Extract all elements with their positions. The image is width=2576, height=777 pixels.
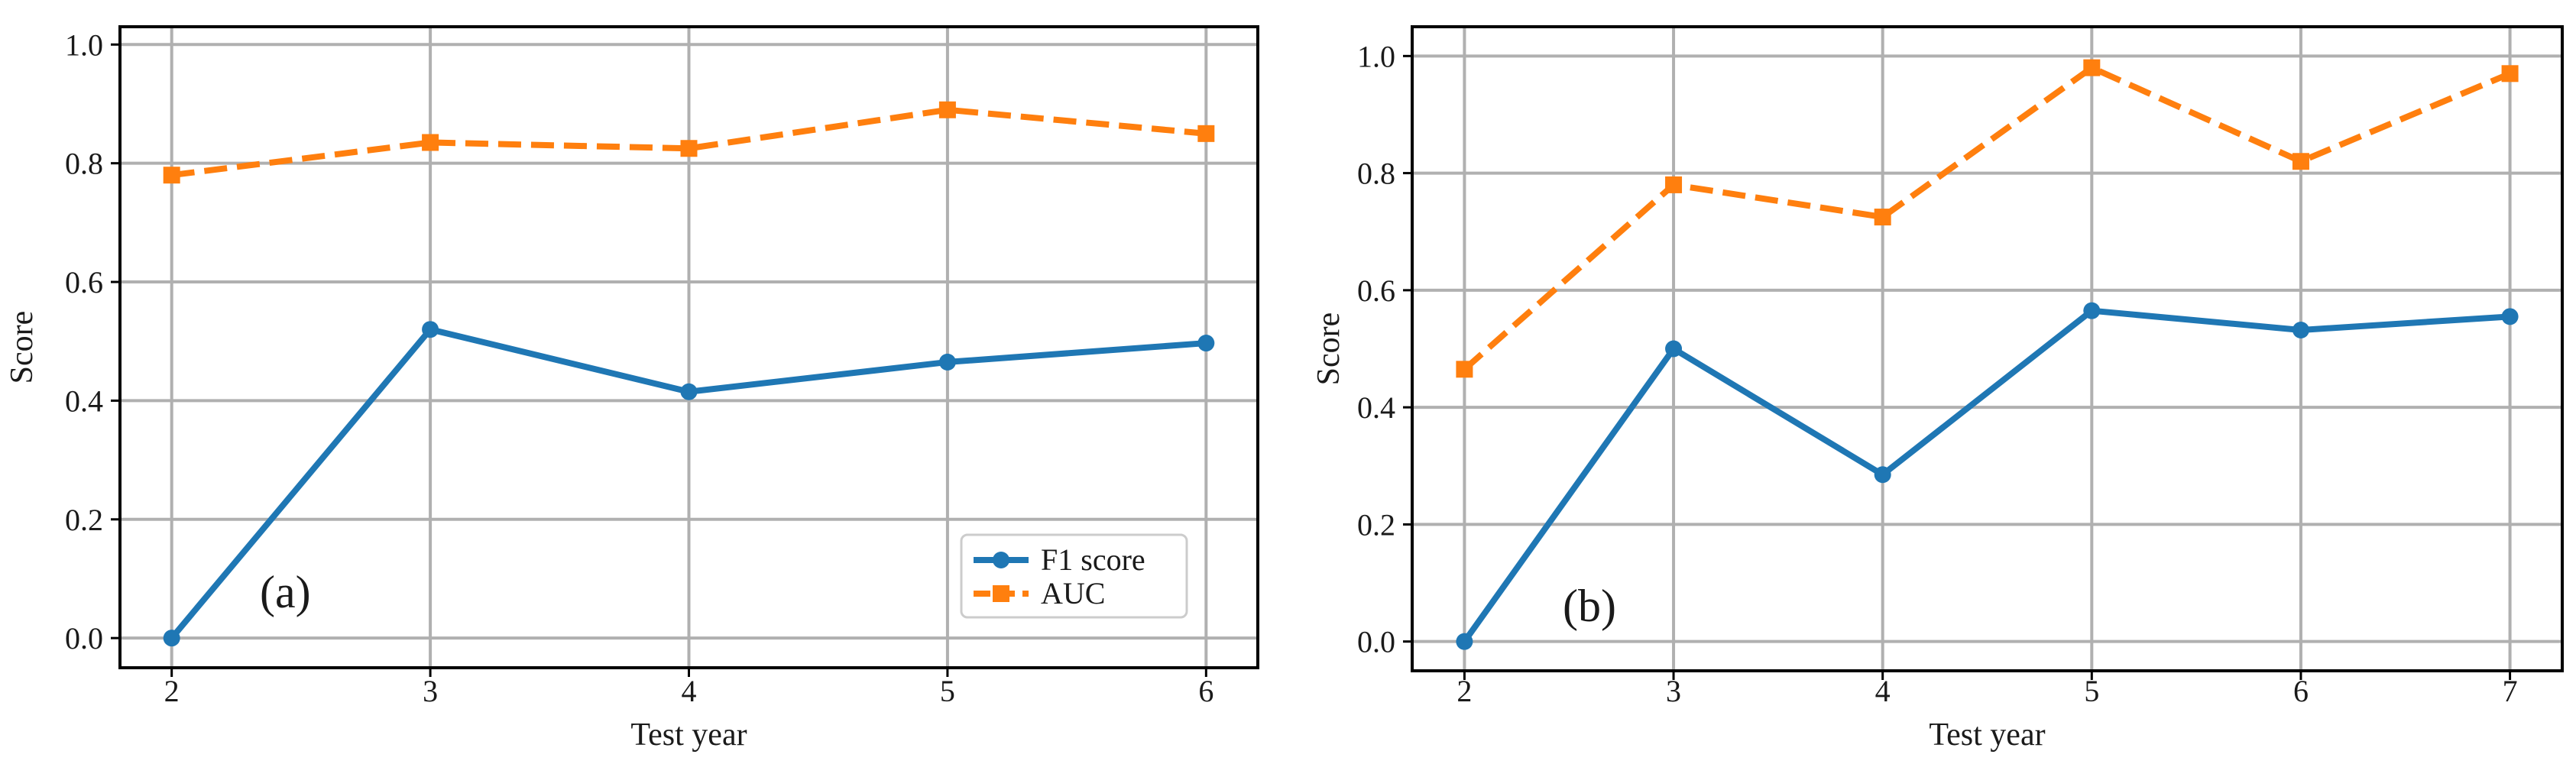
panel-a-point-auc-5: [938, 101, 956, 118]
panel-b-xtick-label: 3: [1666, 674, 1681, 708]
panel-a-xtick-label: 3: [423, 674, 438, 708]
panel-b-point-f1-5: [2083, 302, 2101, 319]
panel-b-ytick-label: 1.0: [1357, 39, 1395, 73]
panel-b-line-auc: [1462, 64, 2512, 372]
panel-a-point-f1-6: [1197, 335, 1215, 352]
chart-panel-b: 2 3 4 5 6 7 0.0 0.2 0.4 0.6 0.8 1.0 Test year Score (b…: [1311, 25, 2564, 753]
panel-b-ytick-label: 0.8: [1357, 157, 1395, 191]
panel-a-line-auc: [171, 106, 1207, 179]
panel-b-point-f1-6: [2292, 321, 2309, 338]
panel-a-point-auc-4: [680, 140, 698, 157]
panel-b-point-auc-7: [2501, 65, 2519, 83]
panel-b-point-f1-4: [1874, 466, 1891, 484]
panel-a-legend-marker-f1: [993, 552, 1009, 568]
panel-a-ytick-label: 0.0: [65, 621, 103, 656]
panel-b-xtick-label: 5: [2084, 674, 2099, 708]
panel-a-legend-marker-auc: [993, 585, 1009, 602]
panel-a-point-f1-5: [938, 353, 956, 371]
panel-a-point-auc-3: [422, 134, 439, 151]
panel-b-line-f1: [1462, 307, 2510, 644]
panel-a-legend-box: [960, 533, 1188, 619]
panel-a-legend-label-auc: AUC: [1041, 576, 1105, 610]
panel-b-point-f1-2: [1456, 633, 1473, 650]
panel-a-point-auc-2: [163, 167, 180, 184]
panel-a-series-auc: [163, 101, 1215, 184]
panel-a-point-f1-2: [163, 630, 180, 647]
panel-a-ytick-label: 0.2: [65, 503, 103, 537]
panel-b-xtick-label: 4: [1875, 674, 1891, 708]
panel-a-ytick-label: 0.6: [65, 265, 103, 299]
panel-b-point-auc-3: [1665, 176, 1683, 193]
panel-b-point-auc-5: [2083, 59, 2101, 76]
panel-a-series-f1: [163, 321, 1215, 647]
panel-a-ytick-label: 1.0: [65, 28, 103, 62]
panel-b-xtick-label: 7: [2503, 674, 2518, 708]
panel-b-grid: [1412, 27, 2562, 671]
panel-a-ylabel: Score: [5, 311, 40, 384]
panel-b-xtick-label: 6: [2293, 674, 2309, 708]
panel-a-point-f1-3: [422, 321, 439, 338]
panel-b-point-auc-6: [2292, 153, 2309, 170]
chart-panel-a: 2 3 4 5 6 0.0 0.2 0.4 0.6 0.8 1.0 Test year Score (a)…: [5, 25, 1259, 753]
panel-b-ylabel: Score: [1311, 312, 1346, 386]
panel-b-point-f1-3: [1665, 340, 1683, 358]
panel-b-ytick-label: 0.0: [1357, 625, 1395, 659]
panel-a-xtick-label: 2: [164, 674, 180, 708]
panel-b-axes-frame: [1411, 25, 2564, 672]
panel-a-ytick-label: 0.4: [65, 384, 103, 418]
panel-b-series-auc: [1456, 59, 2519, 378]
panel-b-point-auc-2: [1456, 361, 1473, 378]
panel-a-xtick-label: 4: [682, 674, 697, 708]
panel-a-legend-label-f1: F1 score: [1041, 542, 1145, 577]
panel-b-xtick-label: 2: [1456, 674, 1472, 708]
panel-a-point-f1-4: [680, 383, 698, 400]
panel-b-series-f1: [1456, 302, 2519, 650]
panel-a-xtick-label: 6: [1198, 674, 1213, 708]
panel-b-point-f1-7: [2501, 308, 2519, 325]
panel-b-point-auc-4: [1874, 209, 1891, 226]
panel-a-point-auc-6: [1197, 125, 1215, 142]
panel-a-xtick-label: 5: [940, 674, 955, 708]
panel-b-ytick-label: 0.6: [1357, 274, 1395, 308]
panel-b-xlabel: Test year: [1929, 717, 2045, 753]
panel-a-xlabel: Test year: [630, 717, 747, 753]
panel-b-ytick-label: 0.4: [1357, 390, 1395, 425]
panel-b-ytick-label: 0.2: [1357, 507, 1395, 542]
panel-a-ytick-label: 0.8: [65, 147, 103, 181]
panel-a-label: (a): [260, 567, 311, 617]
panel-b-label: (b): [1563, 581, 1616, 631]
